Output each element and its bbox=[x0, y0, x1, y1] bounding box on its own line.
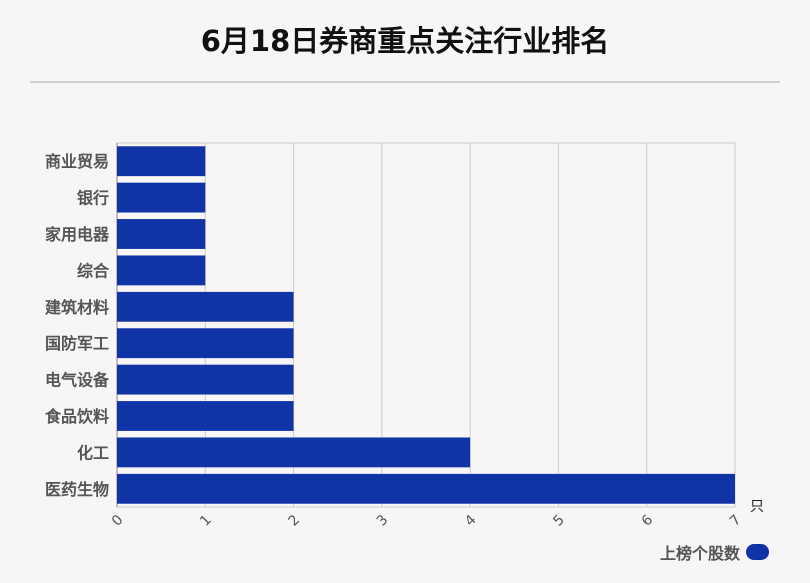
x-axis-unit: 只 bbox=[750, 499, 764, 515]
y-category-label: 国防军工 bbox=[45, 334, 109, 353]
bar bbox=[117, 401, 294, 431]
bar bbox=[117, 473, 735, 504]
bar bbox=[117, 328, 294, 359]
x-tick-label: 3 bbox=[374, 512, 392, 530]
chart-title: 6月18日券商重点关注行业排名 bbox=[200, 24, 610, 58]
x-tick-label: 6 bbox=[639, 512, 657, 530]
y-category-label: 商业贸易 bbox=[45, 152, 109, 171]
x-tick-label: 0 bbox=[109, 512, 127, 530]
bar bbox=[117, 182, 206, 213]
bar bbox=[117, 255, 206, 286]
x-tick-label: 5 bbox=[550, 512, 568, 530]
bar bbox=[117, 219, 206, 249]
y-category-label: 家用电器 bbox=[45, 225, 110, 244]
bar bbox=[117, 364, 294, 395]
legend-label: 上榜个股数 bbox=[659, 544, 740, 563]
x-tick-label: 4 bbox=[462, 512, 480, 530]
y-category-label: 银行 bbox=[77, 189, 109, 208]
x-tick-label: 2 bbox=[285, 512, 303, 530]
y-category-label: 化工 bbox=[77, 443, 109, 462]
y-category-label: 综合 bbox=[77, 261, 110, 280]
y-category-label: 食品饮料 bbox=[44, 407, 109, 426]
title-divider bbox=[30, 81, 780, 83]
y-category-label: 医药生物 bbox=[45, 480, 109, 499]
bar bbox=[117, 146, 206, 177]
y-category-label: 建筑材料 bbox=[45, 298, 109, 317]
legend: 上榜个股数 bbox=[660, 540, 769, 564]
x-tick-label: 1 bbox=[197, 512, 215, 530]
bar bbox=[117, 291, 294, 322]
legend-swatch bbox=[746, 544, 769, 560]
y-category-label: 电气设备 bbox=[45, 371, 110, 390]
x-tick-label: 7 bbox=[727, 512, 745, 530]
bar bbox=[117, 437, 471, 468]
